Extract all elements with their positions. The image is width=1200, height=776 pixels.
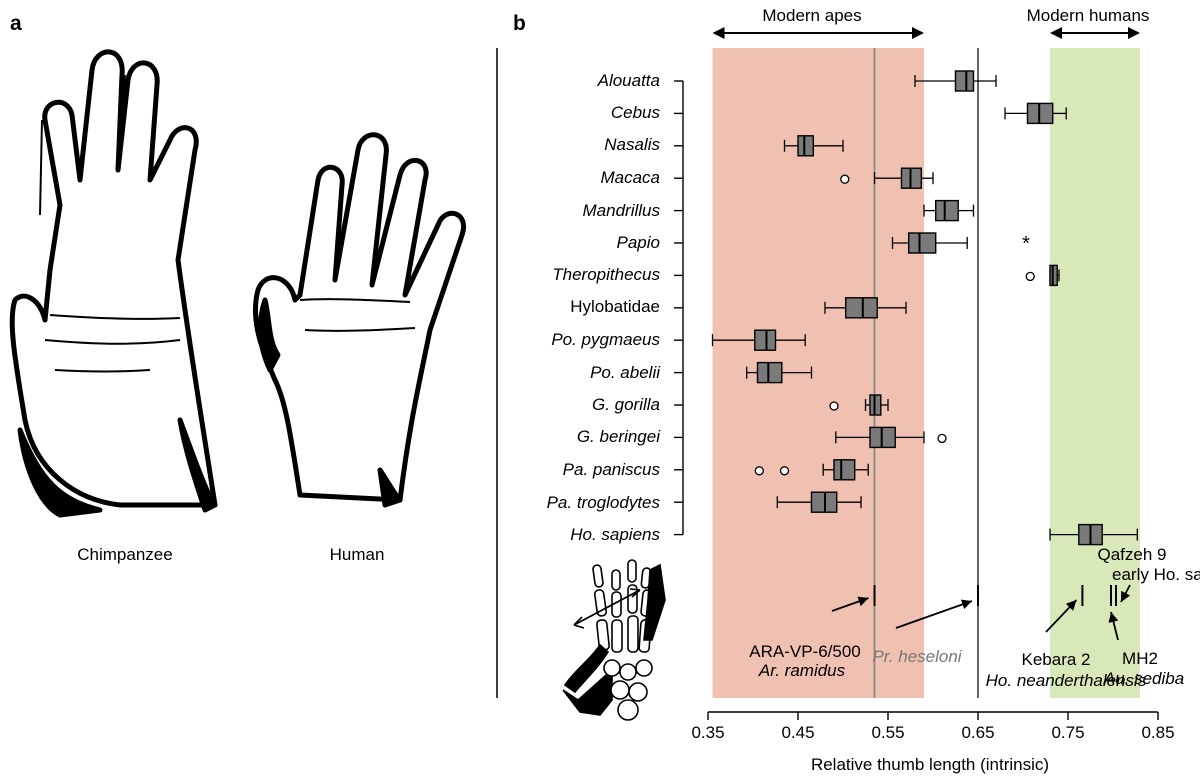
- chimpanzee-hand-illustration: [9, 49, 218, 518]
- panel-b-label: b: [513, 12, 526, 35]
- taxon-label: Papio: [617, 233, 660, 252]
- outlier-point: [829, 401, 839, 411]
- taxon-label: Theropithecus: [552, 265, 660, 284]
- taxon-label: Po. pygmaeus: [551, 330, 660, 349]
- outlier-point: [779, 466, 790, 476]
- boxplots: [711, 70, 1138, 546]
- category-axis: [674, 80, 684, 536]
- taxon-labels: Alouatta Cebus Nasalis Macaca Mandrillus…: [547, 71, 662, 544]
- panel-a-label: a: [10, 12, 22, 35]
- modern-humans-arrow-head-right: [1128, 27, 1140, 39]
- box: [797, 135, 815, 157]
- fossil-sublabel-qafzeh-text: early Ho. sapiens: [1112, 565, 1200, 584]
- pointer-qafzeh-head: [1121, 590, 1131, 602]
- box: [845, 297, 878, 319]
- chimpanzee-label: Chimpanzee: [77, 545, 172, 564]
- pointer-ara-head: [857, 596, 869, 607]
- outlier-point: [840, 174, 850, 184]
- x-axis-title: Relative thumb length (intrinsic): [811, 755, 1049, 774]
- taxon-label: Pa. troglodytes: [547, 493, 661, 512]
- outlier-point: [937, 433, 947, 444]
- pointer-heseloni-line: [895, 600, 973, 629]
- taxon-label: Pa. paniscus: [563, 460, 661, 479]
- band-label-modern-humans: Modern humans: [1027, 6, 1150, 25]
- taxon-label: Po. abelii: [590, 363, 661, 382]
- x-tick-label: 0.55: [871, 723, 904, 742]
- human-label: Human: [330, 545, 385, 564]
- taxon-label: G. gorilla: [592, 395, 660, 414]
- pointer-heseloni-head: [960, 599, 972, 610]
- fossil-label-heseloni: Pr. heseloni: [872, 647, 962, 666]
- range-brackets: [712, 27, 1140, 39]
- star-annotation: *: [1022, 233, 1030, 255]
- boxplot-pa-paniscus: [754, 459, 869, 481]
- fossil-label-qafzeh: Qafzeh 9: [1098, 545, 1167, 564]
- taxon-label: Hylobatidae: [570, 297, 660, 316]
- x-tick-label: 0.65: [961, 723, 994, 742]
- outlier-point: [754, 466, 764, 476]
- boxplot-po-abelii: [746, 361, 813, 384]
- fossil-label-mh2: MH2: [1122, 649, 1158, 668]
- boxplot-pa-troglodytes: [776, 491, 862, 513]
- boxplot-g-beringei: [835, 426, 947, 449]
- boxplot-alouatta: [914, 70, 997, 92]
- fossil-sublabel-ara: Ar. ramidus: [758, 661, 846, 680]
- taxon-label: Nasalis: [604, 135, 660, 154]
- x-tick-label: 0.35: [691, 723, 724, 742]
- fossil-label-kebara: Kebara 2: [1022, 650, 1091, 669]
- taxon-label: Macaca: [600, 168, 660, 187]
- boxplot-mandrillus: [923, 199, 975, 222]
- x-axis: 0.35 0.45 0.55 0.65 0.75 0.85: [691, 711, 1175, 742]
- pointer-kebara-head: [1065, 600, 1077, 611]
- band-label-modern-apes: Modern apes: [762, 6, 861, 25]
- x-tick-label: 0.85: [1141, 723, 1174, 742]
- box: [754, 329, 777, 351]
- boxplot-ho-sapiens: [1049, 523, 1138, 546]
- boxplot-theropithecus: [1025, 264, 1060, 287]
- box: [756, 361, 783, 384]
- box: [954, 70, 975, 92]
- hand-skeleton-illustration: [562, 559, 666, 721]
- pointer-mh2-head: [1108, 612, 1119, 623]
- modern-apes-arrow-head-right: [912, 27, 924, 39]
- taxon-label: Alouatta: [597, 71, 660, 90]
- fossil-label-ara: ARA-VP-6/500: [749, 642, 861, 661]
- x-tick-label: 0.45: [781, 723, 814, 742]
- boxplot-papio: [891, 232, 968, 254]
- x-tick-label: 0.75: [1051, 723, 1084, 742]
- modern-apes-arrow-head-left: [712, 27, 725, 39]
- fossil-markers: [831, 584, 1131, 641]
- fossil-sublabel-qafzeh: early Ho. sapiens: [1112, 565, 1200, 584]
- boxplot-macaca: [840, 167, 934, 189]
- taxon-label: Cebus: [611, 103, 661, 122]
- taxon-label: Mandrillus: [583, 201, 661, 220]
- band-1: [1050, 48, 1140, 698]
- modern-humans-arrow-head-left: [1050, 27, 1062, 39]
- fossil-sublabel-kebara: Ho. neanderthalensis: [986, 671, 1147, 690]
- human-hand-illustration: [252, 132, 467, 508]
- taxon-label: Ho. sapiens: [570, 525, 660, 544]
- boxplot-g-gorilla: [829, 394, 889, 416]
- background-bands: [712, 48, 1140, 698]
- boxplot-hylobatidae: [824, 297, 907, 319]
- fossil-sublabel-mh2: Au. sediba: [1103, 669, 1184, 688]
- box: [908, 232, 937, 254]
- taxon-label: G. beringei: [577, 427, 661, 446]
- boxplot-nasalis: [783, 135, 844, 157]
- outlier-point: [1025, 271, 1035, 282]
- boxplot-cebus: [1004, 102, 1067, 125]
- box: [935, 199, 959, 222]
- boxplot-po-pygmaeus: [711, 329, 806, 351]
- box: [833, 459, 856, 481]
